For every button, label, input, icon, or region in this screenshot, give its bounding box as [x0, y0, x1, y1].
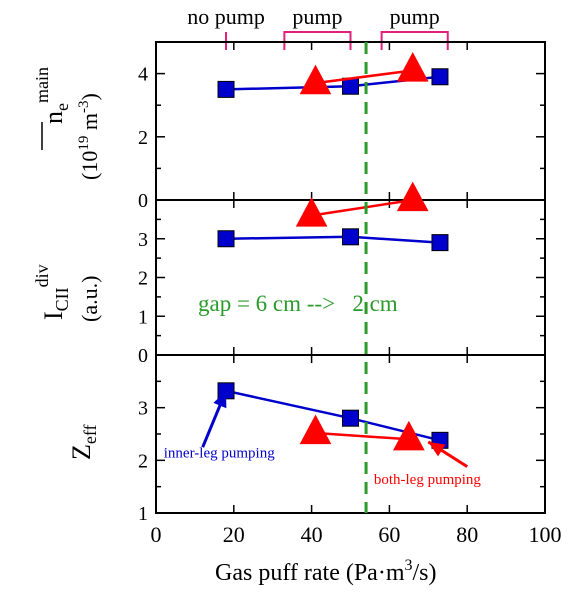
- ne-triangle-point-1: [396, 52, 429, 82]
- zeff-ytick-label-0: 1: [138, 503, 148, 525]
- cii-frame: [155, 199, 546, 356]
- annotation-text-0: inner-leg pumping: [164, 446, 275, 462]
- ne-ylabel-n: n: [39, 111, 68, 124]
- x-tick-label-4: 80: [456, 522, 478, 547]
- cii-square-series-line: [226, 235, 441, 244]
- cii-ylabel-sub: CII: [52, 287, 72, 311]
- x-label-main: Gas puff rate (Pa·m: [215, 560, 405, 586]
- x-tick-label-2: 40: [301, 522, 323, 547]
- zeff-square-point-1: [342, 409, 359, 427]
- zeff-ytick-label-2: 3: [138, 398, 148, 420]
- x-tick-label-3: 60: [378, 522, 400, 547]
- ne-triangle-point-0: [299, 64, 332, 95]
- ne-units-end: ): [77, 93, 102, 100]
- ne-square-point-1: [342, 77, 359, 95]
- cii-ylabel-i: I: [39, 311, 68, 320]
- x-label-sup: 3: [405, 557, 413, 574]
- ne-ytick-label-0: 0: [138, 190, 148, 212]
- ne-triangle-series-line: [315, 69, 413, 85]
- cii-square-point-1: [342, 228, 359, 246]
- cii-triangle-point-1: [396, 181, 429, 212]
- cii-square-point-2: [431, 234, 449, 252]
- cii-ytick-label-2: 2: [138, 268, 148, 290]
- zeff-triangle-series-line: [315, 431, 409, 441]
- ne-units-start: (10: [77, 151, 102, 180]
- ne-square-point-0: [217, 80, 235, 98]
- cii-ylabel-sup: div: [32, 264, 52, 287]
- cii-ylabel-main: ICIIdiv: [32, 264, 72, 320]
- ne-ylabel-main: nemain: [32, 67, 72, 124]
- ne-frame: [155, 41, 546, 201]
- zeff-triangle-point-0: [299, 414, 332, 445]
- zeff-ylabel: Zeff: [67, 424, 100, 460]
- x-tick-label-5: 100: [529, 522, 562, 547]
- ne-units-sup1: 19: [76, 136, 92, 151]
- x-tick-label-0: 0: [151, 522, 162, 547]
- annotation-arrow-head-1: [428, 441, 446, 457]
- pump-label-2: pump: [390, 4, 440, 29]
- cii-ytick-label-0: 0: [138, 345, 148, 367]
- x-axis-label: Gas puff rate (Pa·m3/s): [215, 557, 437, 586]
- cii-triangle-series-line: [311, 198, 413, 217]
- x-label-end: /s): [413, 560, 437, 586]
- ne-ytick-label-1: 2: [138, 127, 148, 149]
- cii-ylabel-units: (a.u.): [77, 276, 102, 322]
- gap-annotation: gap = 6 cm --> 2 cm: [198, 291, 398, 316]
- zeff-ytick-label-1: 2: [138, 450, 148, 472]
- ne-ylabel-sub: e: [52, 103, 72, 111]
- zeff-triangle-point-1: [393, 420, 425, 451]
- zeff-ylabel-z: Z: [67, 444, 96, 460]
- ne-ylabel-sup: main: [32, 67, 52, 103]
- zeff-frame: [155, 354, 546, 514]
- pump-label-1: pump: [292, 4, 342, 29]
- annotation-arrow-head-0: [213, 390, 227, 409]
- cii-ytick-label-3: 3: [138, 229, 148, 251]
- cii-square-point-0: [217, 230, 235, 248]
- ne-square-point-2: [431, 68, 449, 86]
- cii-ytick-label-1: 1: [138, 306, 148, 328]
- axis-labels: nemain (1019 m-3) ICIIdiv (a.u.) Zeff Ga…: [32, 67, 437, 586]
- ne-ylabel-units: (1019 m-3): [76, 93, 102, 180]
- ne-ytick-label-2: 4: [138, 64, 148, 86]
- pump-label-0: no pump: [187, 4, 265, 29]
- annotation-text-1: both-leg pumping: [374, 472, 482, 488]
- ne-units-sup2: -3: [76, 101, 92, 114]
- zeff-ylabel-sub: eff: [80, 424, 100, 444]
- ne-units-mid: m: [77, 113, 102, 136]
- cii-triangle-point-0: [295, 197, 328, 227]
- x-tick-label-1: 20: [223, 522, 245, 547]
